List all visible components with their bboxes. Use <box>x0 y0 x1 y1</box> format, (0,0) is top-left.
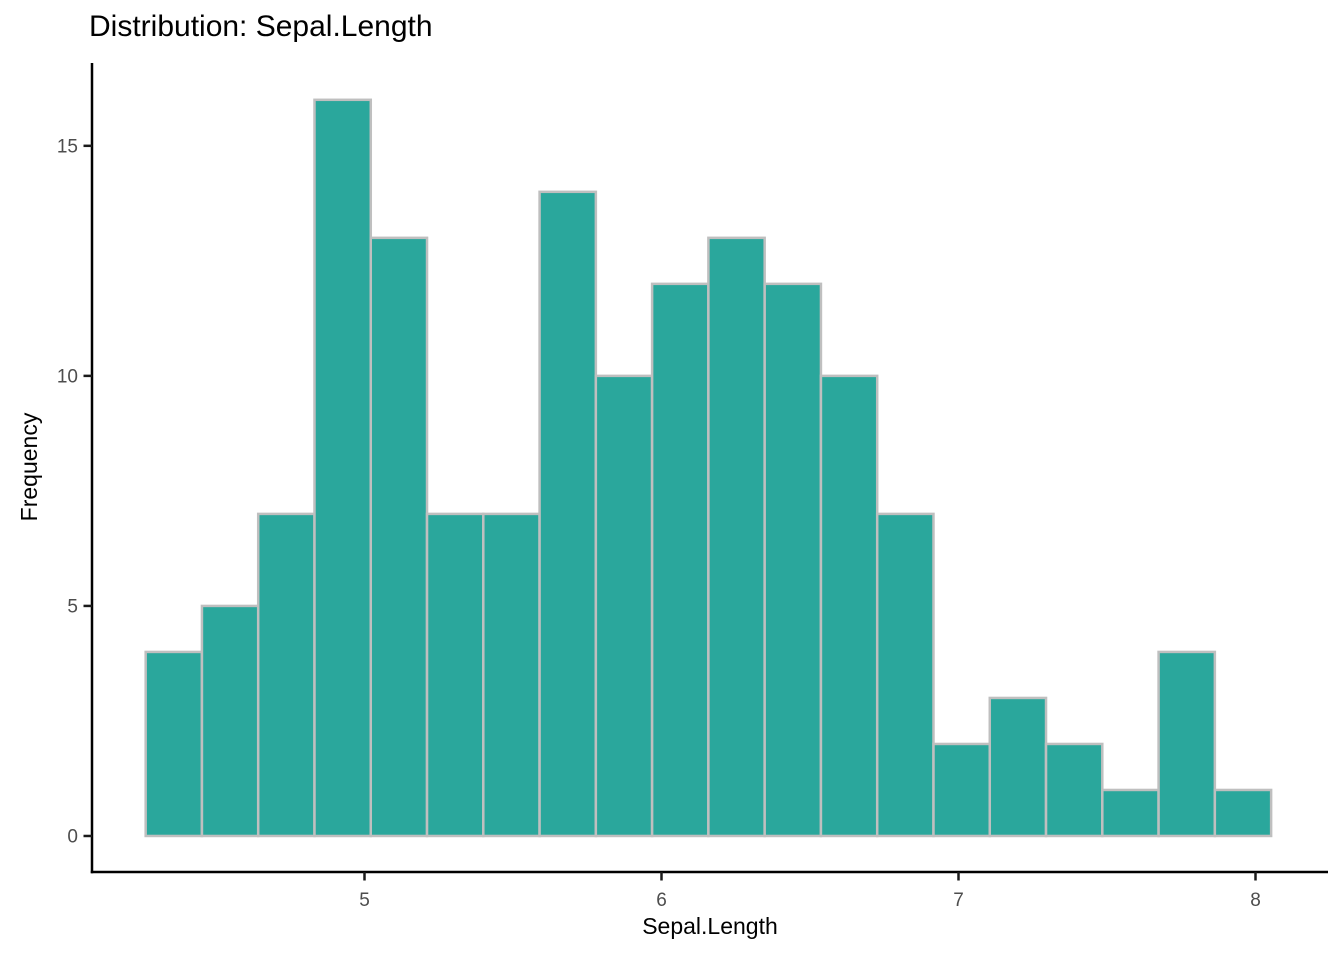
histogram-bar <box>763 282 823 838</box>
histogram-bar <box>1213 788 1273 838</box>
histogram-bar <box>256 512 316 838</box>
x-tick-label: 8 <box>1250 890 1261 911</box>
x-tick-label: 5 <box>359 890 370 911</box>
x-axis-title: Sepal.Length <box>642 913 778 939</box>
x-tick-label: 7 <box>953 890 964 911</box>
y-tick-label: 5 <box>67 596 78 617</box>
histogram-bar <box>650 282 710 838</box>
histogram-bar <box>1157 650 1217 838</box>
histogram-bar <box>482 512 541 838</box>
x-tick-label: 6 <box>656 890 667 911</box>
histogram-bar <box>1044 742 1104 838</box>
y-tick-label: 0 <box>67 826 78 847</box>
y-tick-label: 15 <box>57 136 78 157</box>
histogram-bar <box>425 512 485 838</box>
histogram-bar <box>988 696 1048 838</box>
histogram-bar <box>875 512 935 838</box>
histogram-bar <box>1101 788 1160 838</box>
histogram-bar <box>932 742 992 838</box>
histogram-bar <box>819 374 879 838</box>
plot-title: Distribution: Sepal.Length <box>89 10 433 43</box>
y-tick-label: 10 <box>57 366 78 387</box>
histogram-bar <box>144 650 204 838</box>
histogram-bar <box>538 190 598 838</box>
histogram-bar <box>707 236 766 838</box>
histogram-bar <box>369 236 429 838</box>
histogram-bar <box>200 604 260 838</box>
histogram-bar <box>594 374 654 838</box>
histogram-bar <box>313 98 373 838</box>
